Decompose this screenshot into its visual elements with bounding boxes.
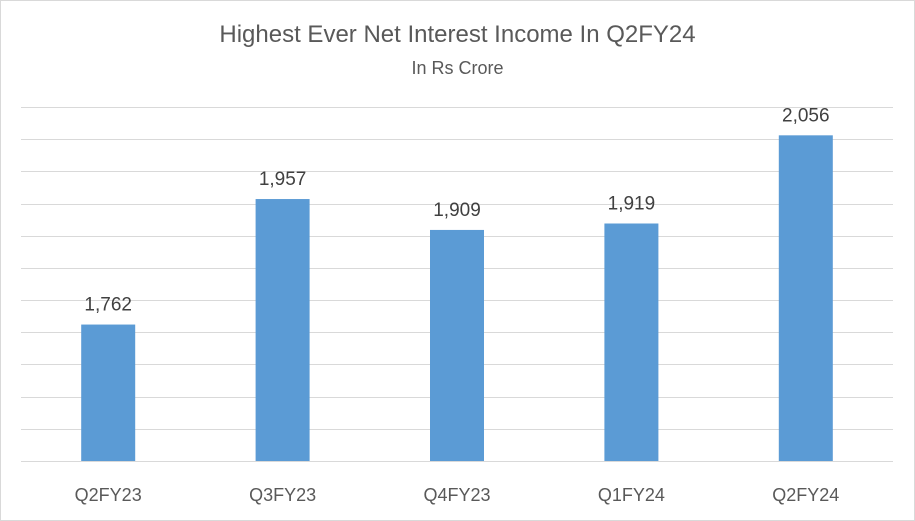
chart-subtitle: In Rs Crore xyxy=(411,58,504,78)
x-tick-label: Q2FY23 xyxy=(75,485,142,505)
x-tick-label: Q2FY24 xyxy=(772,485,839,505)
bar xyxy=(255,199,310,462)
data-label: 1,919 xyxy=(608,193,656,214)
x-tick-label: Q3FY23 xyxy=(249,485,316,505)
bar xyxy=(81,324,136,461)
data-label: 1,762 xyxy=(84,295,132,316)
chart-title: Highest Ever Net Interest Income In Q2FY… xyxy=(219,21,696,48)
bar xyxy=(430,229,484,461)
x-tick-label: Q1FY24 xyxy=(598,485,665,505)
x-tick-label: Q4FY23 xyxy=(423,485,490,505)
data-label: 1,909 xyxy=(433,200,481,221)
data-label: 1,957 xyxy=(259,169,307,190)
bar xyxy=(604,223,659,461)
bar xyxy=(778,135,833,461)
data-label: 2,056 xyxy=(782,105,830,126)
